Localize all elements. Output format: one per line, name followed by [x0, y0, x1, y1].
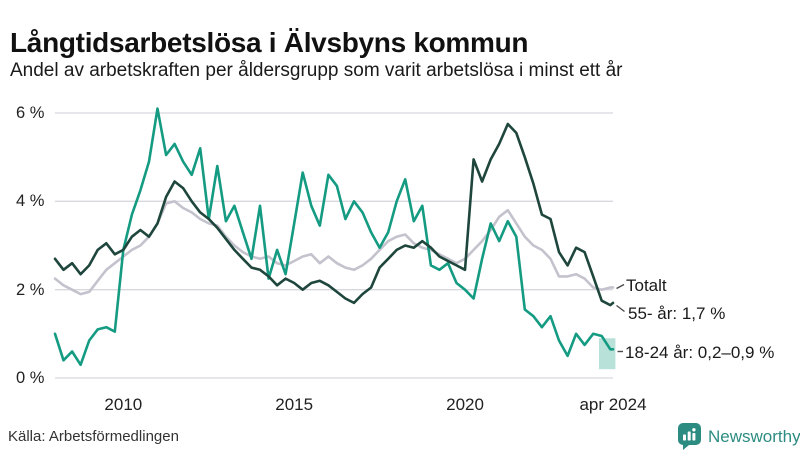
- series-line-totalt: [53, 200, 615, 296]
- y-axis-tick-label: 4 %: [16, 192, 45, 211]
- x-axis-tick-label: apr 2024: [579, 395, 647, 414]
- label-connector: [616, 283, 625, 290]
- chart-subtitle: Andel av arbetskraften per åldersgrupp s…: [10, 60, 623, 81]
- source-note: Källa: Arbetsförmedlingen: [8, 428, 179, 445]
- series-line-18-24-r: [53, 107, 615, 367]
- newsworthy-logo-icon: [678, 423, 701, 450]
- newsworthy-wordmark: Newsworthy: [708, 426, 800, 446]
- label-connector: [616, 304, 625, 313]
- x-axis-tick-label: 2010: [104, 395, 143, 414]
- series-line-55-r: [53, 122, 615, 307]
- x-axis-tick-label: 2020: [446, 395, 484, 414]
- y-axis-tick-label: 6 %: [16, 104, 45, 122]
- series-label-totalt: Totalt: [626, 276, 667, 295]
- y-axis-tick-label: 0 %: [16, 369, 45, 387]
- series-label-18-24: 18-24 år: 0,2–0,9 %: [625, 343, 775, 362]
- x-axis-tick-label: 2015: [275, 395, 314, 414]
- y-axis-tick-label: 2 %: [16, 280, 45, 299]
- series-label-55-plus: 55- år: 1,7 %: [628, 304, 726, 323]
- highlight-band-18-24: [598, 338, 616, 370]
- newsworthy-brand: Newsworthy: [678, 423, 800, 450]
- chart-title: Långtidsarbetslösa i Älvsbyns kommun: [10, 26, 529, 58]
